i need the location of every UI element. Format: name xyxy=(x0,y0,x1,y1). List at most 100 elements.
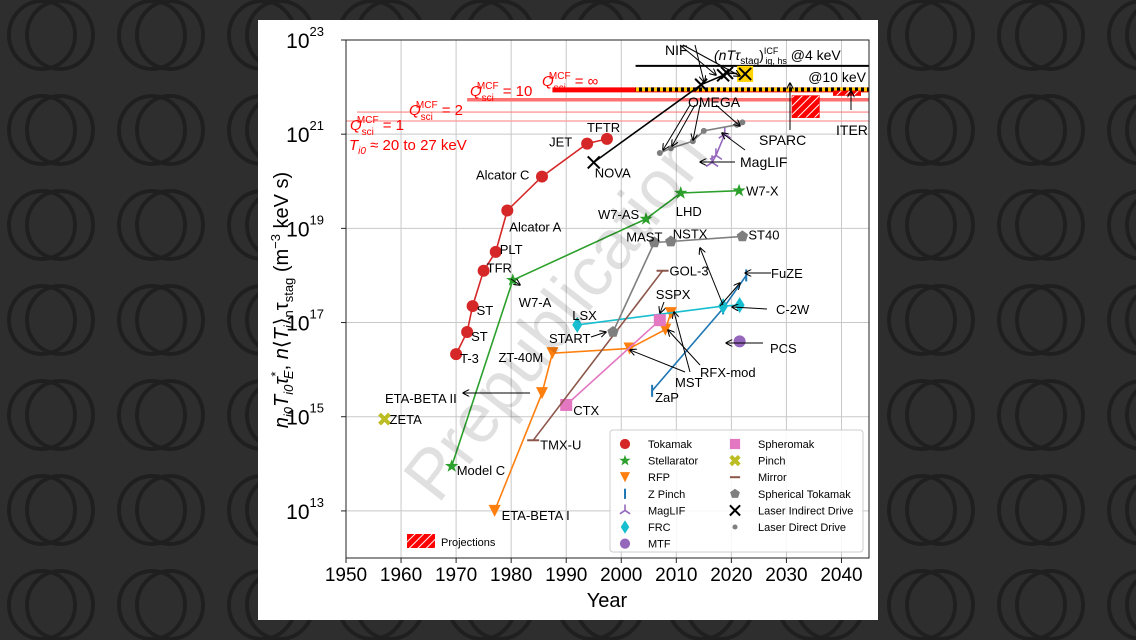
point-label: ZT-40M xyxy=(498,350,543,365)
annotation-arrow xyxy=(510,278,520,285)
point-label: W7-AS xyxy=(598,207,640,222)
legend-label: MTF xyxy=(648,539,671,551)
data-point-laser-direct-drive xyxy=(739,119,746,126)
data-point-mtf xyxy=(733,335,746,348)
x-tick-label: 1950 xyxy=(325,565,367,586)
figure-panel: T-3 ST ST TFR PLT Alcator A Alcator C JET TFTR Mo… xyxy=(258,20,878,620)
data-point-tokamak xyxy=(477,264,490,277)
data-point-tokamak xyxy=(581,137,594,150)
point-label: MST xyxy=(675,375,703,390)
series-spheromak xyxy=(560,314,666,411)
data-point-tokamak xyxy=(466,300,479,313)
q2-label: QsciMCF = 2 xyxy=(409,100,463,123)
legend-label: Laser Indirect Drive xyxy=(758,505,853,517)
y-tick-label: 1013 xyxy=(286,495,324,524)
annotation-arrow xyxy=(693,104,701,140)
point-label: ZETA xyxy=(390,412,423,427)
legend: Tokamak Stellarator RFP Z Pinch MagLIF FRC MTF… xyxy=(609,429,864,553)
x-tick-label: 2000 xyxy=(600,565,642,586)
series-mtf xyxy=(733,335,746,348)
point-label: TFR xyxy=(487,261,512,276)
annotation-arrow xyxy=(672,104,696,146)
point-label: FuZE xyxy=(771,266,803,281)
data-point-stellarator xyxy=(445,459,459,472)
legend-label: RFP xyxy=(648,472,670,484)
point-label: MAST xyxy=(626,229,662,244)
series-line-spherical-tokamak xyxy=(612,235,743,333)
data-point-spherical-tokamak xyxy=(607,326,619,337)
point-label: Alcator C xyxy=(476,168,529,183)
data-point-laser-indirect-drive xyxy=(716,68,730,83)
point-label: Model C xyxy=(457,463,505,478)
svg-text:ni0Ti0τ*E, n⟨Ti⟩nτstag (m−3 ke: ni0Ti0τ*E, n⟨Ti⟩nτstag (m−3 keV s) xyxy=(268,172,296,428)
annotation-arrow xyxy=(668,330,701,366)
annotation-arrow xyxy=(679,44,716,75)
x-tick-label: 1960 xyxy=(380,565,422,586)
svg-text:Projections: Projections xyxy=(441,537,496,549)
y-axis-label: ni0Ti0τ*E, n⟨Ti⟩nτstag (m−3 keV s) xyxy=(268,172,296,428)
data-point-maglif xyxy=(705,155,719,168)
data-point-tokamak xyxy=(535,170,548,183)
data-point-maglif xyxy=(709,148,723,161)
projections-key: Projections xyxy=(407,534,496,549)
data-point-rfp xyxy=(488,504,501,517)
data-point-spherical-tokamak xyxy=(665,235,677,247)
point-label: ST xyxy=(477,303,494,318)
point-label: ST40 xyxy=(748,227,779,242)
y-tick-label: 1017 xyxy=(286,307,324,336)
data-point-spheromak xyxy=(653,314,666,327)
iter-label: ITER xyxy=(836,122,868,138)
data-point-laser-indirect-drive xyxy=(738,67,752,81)
x-tick-label: 1970 xyxy=(435,565,477,586)
point-label: C-2W xyxy=(776,302,810,317)
point-label: ETA-BETA I xyxy=(502,508,570,523)
legend-marker xyxy=(619,454,631,466)
legend-label: Stellarator xyxy=(648,456,698,468)
annotation-arrow xyxy=(700,248,724,306)
point-label: W7-X xyxy=(746,184,779,199)
data-point-rfp xyxy=(546,347,559,360)
legend-label: Tokamak xyxy=(648,439,693,451)
projection-iter xyxy=(832,90,861,96)
fusion-triple-product-chart: T-3 ST ST TFR PLT Alcator A Alcator C JET TFTR Mo… xyxy=(268,24,870,612)
annotation-arrow xyxy=(590,332,606,338)
data-point-tokamak xyxy=(489,245,502,258)
projection-sparc xyxy=(791,95,820,118)
data-point-spheromak xyxy=(560,398,573,411)
omega-label: OMEGA xyxy=(688,94,741,110)
point-label: NOVA xyxy=(595,165,631,180)
point-label: NSTX xyxy=(673,227,708,242)
legend-marker xyxy=(729,438,741,450)
annotation-arrows xyxy=(463,44,851,393)
data-point-stellarator xyxy=(639,211,653,225)
data-point-laser-indirect-drive xyxy=(587,155,601,170)
y-tick-label: 1023 xyxy=(286,24,324,53)
maglif-label: MagLIF xyxy=(740,154,787,170)
y-tick-label: 1021 xyxy=(286,118,324,147)
legend-label: MagLIF xyxy=(648,505,686,517)
legend-label: Spherical Tokamak xyxy=(758,489,851,501)
series-layer xyxy=(378,65,754,517)
annotation-arrow xyxy=(694,44,704,82)
projection-boxes xyxy=(791,90,861,118)
x-tick-label: 1990 xyxy=(545,565,587,586)
data-point-tokamak xyxy=(461,325,474,338)
x-axis-label: Year xyxy=(587,590,628,612)
series-rfp xyxy=(488,307,677,517)
point-label: ETA-BETA II xyxy=(385,391,457,406)
annotation-arrow xyxy=(715,104,740,126)
y-tick-label: 1019 xyxy=(286,212,324,241)
annotations: QsciMCF = 1 QsciMCF = 2 QsciMCF = 10 Qsc… xyxy=(349,42,868,170)
data-point-pinch xyxy=(378,412,391,426)
data-point-laser-direct-drive xyxy=(700,127,707,134)
point-label: TFTR xyxy=(587,120,620,135)
point-label: W7-A xyxy=(519,295,552,310)
annotation-arrow xyxy=(663,104,691,150)
data-point-stellarator xyxy=(674,186,688,199)
point-label: START xyxy=(549,331,590,346)
series-line-spheromak xyxy=(565,319,661,406)
annotation-arrow xyxy=(719,283,740,307)
data-point-maglif xyxy=(718,127,732,139)
qinf-label: QsciMCF = ∞ xyxy=(542,71,599,94)
data-point-tokamak xyxy=(600,132,613,145)
